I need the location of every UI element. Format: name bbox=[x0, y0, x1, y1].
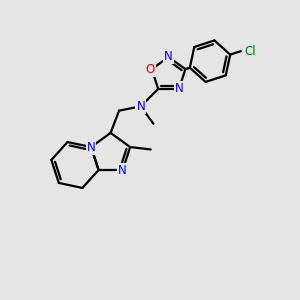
Text: N: N bbox=[164, 50, 173, 63]
Text: O: O bbox=[146, 63, 155, 76]
Text: N: N bbox=[118, 164, 127, 176]
Text: N: N bbox=[136, 100, 145, 113]
Text: Cl: Cl bbox=[244, 45, 256, 58]
Text: N: N bbox=[87, 141, 95, 154]
Text: N: N bbox=[175, 82, 184, 95]
